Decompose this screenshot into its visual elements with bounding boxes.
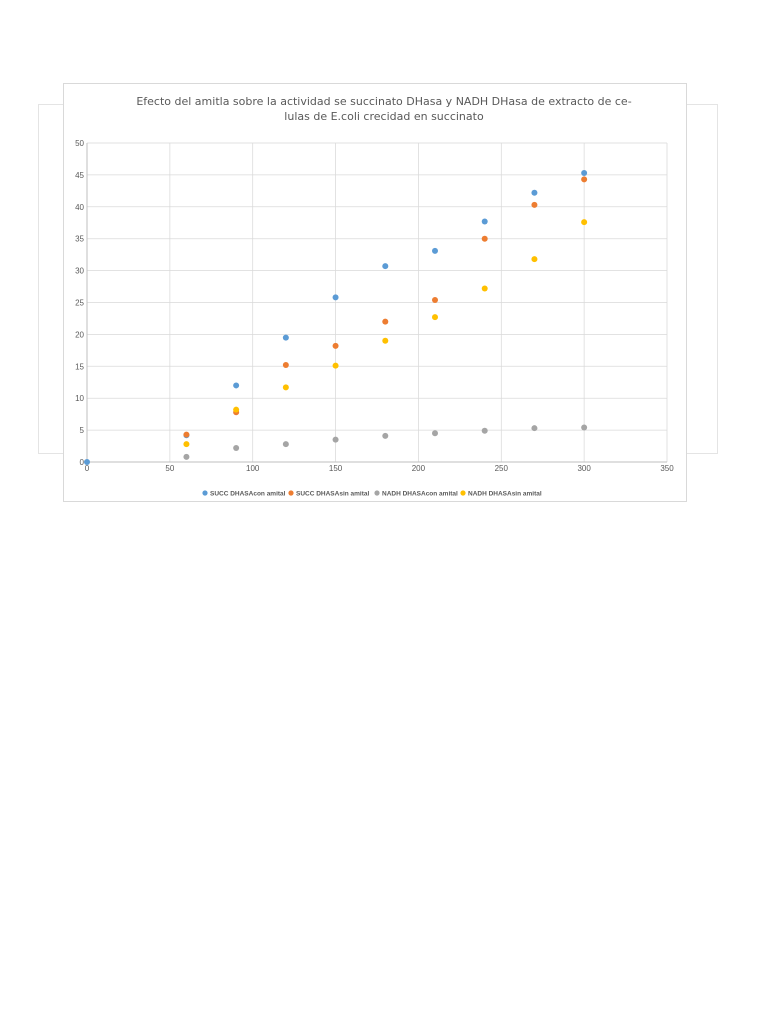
data-point-s4-2: [282, 384, 289, 391]
legend-marker-3: [374, 490, 380, 496]
series-4: [183, 219, 588, 448]
y-tick-label-45: 45: [75, 171, 84, 180]
legend-item-1: SUCC DHASAcon amital: [202, 490, 286, 498]
data-point-s2-2: [282, 362, 289, 369]
legend-item-2: SUCC DHASAsin amital: [288, 490, 370, 498]
chart-title-line-1: Efecto del amitla sobre la actividad se …: [136, 95, 632, 108]
data-point-s3-0: [183, 453, 190, 460]
gridlines: [87, 142, 668, 462]
y-tick-label-35: 35: [75, 235, 84, 244]
data-point-s2-3: [332, 342, 339, 349]
data-point-s4-5: [432, 314, 438, 321]
data-point-s4-1: [233, 406, 240, 413]
y-tick-label-0: 0: [80, 458, 85, 467]
legend-marker-4: [460, 490, 466, 496]
data-point-s2-4: [382, 318, 389, 325]
axes: [86, 143, 667, 463]
data-point-s4-0: [183, 441, 190, 448]
data-points: [84, 169, 588, 465]
data-point-s1-5: [382, 263, 389, 270]
data-point-s4-7: [531, 256, 538, 263]
y-tick-label-50: 50: [75, 139, 84, 148]
x-tick-label-300: 300: [577, 464, 591, 473]
legend-label-1: SUCC DHASAcon amital: [210, 491, 286, 498]
legend: SUCC DHASAcon amital SUCC DHASAsin amital…: [202, 490, 542, 498]
x-tick-label-250: 250: [495, 464, 509, 473]
data-point-s1-9: [581, 169, 588, 176]
data-point-s3-4: [382, 432, 389, 439]
legend-marker-2: [288, 490, 294, 496]
data-point-s2-5: [432, 296, 438, 303]
data-point-s1-3: [282, 334, 289, 341]
data-point-s1-4: [332, 294, 339, 301]
data-point-s4-4: [382, 337, 389, 344]
y-tick-label-20: 20: [75, 330, 84, 339]
chart-title-line-2: lulas de E.coli crecidad en succinato: [284, 110, 484, 123]
legend-marker-1: [202, 490, 208, 496]
data-point-s3-7: [531, 425, 538, 432]
y-tick-label-10: 10: [75, 394, 84, 403]
data-point-s4-8: [581, 219, 588, 226]
data-point-s3-6: [481, 427, 488, 434]
x-tick-label-0: 0: [85, 464, 90, 473]
data-point-s1-7: [481, 218, 488, 225]
x-tick-label-100: 100: [246, 464, 260, 473]
x-tick-label-350: 350: [660, 464, 674, 473]
legend-item-3: NADH DHASAcon amital: [374, 490, 458, 498]
series-3: [183, 424, 588, 460]
y-tick-label-30: 30: [75, 267, 84, 276]
chart-title: Efecto del amitla sobre la actividad se …: [63, 94, 685, 124]
y-tick-label-15: 15: [75, 362, 84, 371]
series-1: [84, 169, 588, 465]
data-point-s3-3: [332, 436, 339, 443]
data-point-s3-2: [282, 441, 289, 448]
data-point-s3-5: [432, 430, 438, 437]
x-tick-label-150: 150: [329, 464, 343, 473]
legend-label-3: NADH DHASAcon amital: [382, 491, 458, 498]
data-point-s1-6: [432, 247, 438, 254]
data-point-s1-8: [531, 189, 538, 196]
legend-item-4: NADH DHASAsin amital: [460, 490, 542, 498]
data-point-s1-2: [233, 382, 240, 389]
y-tick-label-25: 25: [75, 299, 84, 308]
data-point-s2-0: [183, 431, 190, 438]
x-tick-label-200: 200: [412, 464, 426, 473]
data-point-s2-8: [581, 176, 588, 183]
legend-label-4: NADH DHASAsin amital: [468, 491, 542, 498]
y-tick-label-40: 40: [75, 203, 84, 212]
chart-area[interactable]: [63, 83, 687, 502]
data-point-s2-7: [531, 201, 538, 208]
data-point-s2-6: [481, 235, 488, 242]
data-point-s3-8: [581, 424, 588, 431]
legend-label-2: SUCC DHASAsin amital: [296, 491, 370, 498]
data-point-s4-3: [332, 362, 339, 369]
data-point-s4-6: [481, 285, 488, 292]
x-tick-label-50: 50: [165, 464, 174, 473]
y-tick-label-5: 5: [80, 426, 85, 435]
data-point-s1-0: [84, 459, 90, 465]
tick-labels: 0 50 100 150 200 250 300 350 0 5 10 15 20 25 30 35 40 45 5…: [75, 139, 674, 473]
data-point-s3-1: [233, 444, 240, 451]
